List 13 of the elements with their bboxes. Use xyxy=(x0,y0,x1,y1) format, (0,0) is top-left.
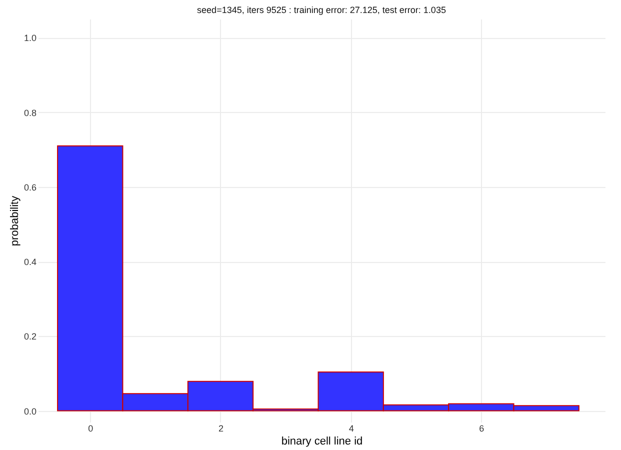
chart-title: seed=1345, iters 9525 : training error: 27.125, test error: 1.035 xyxy=(197,5,446,15)
x-tick-label: 0 xyxy=(88,424,94,434)
y-tick-label: 0.4 xyxy=(24,257,36,268)
y-axis-title: probability xyxy=(8,195,21,246)
x-axis-title: binary cell line id xyxy=(281,436,363,448)
y-tick-label: 0.0 xyxy=(24,406,36,416)
x-tick-label: 6 xyxy=(479,424,484,434)
y-tick-label: 0.2 xyxy=(24,332,36,342)
y-tick-label: 0.6 xyxy=(24,182,36,192)
y-tick-label: 0.8 xyxy=(24,108,36,118)
y-tick-label: 1.0 xyxy=(24,33,36,44)
x-tick-label: 4 xyxy=(348,424,354,434)
x-tick-label: 2 xyxy=(218,424,224,434)
